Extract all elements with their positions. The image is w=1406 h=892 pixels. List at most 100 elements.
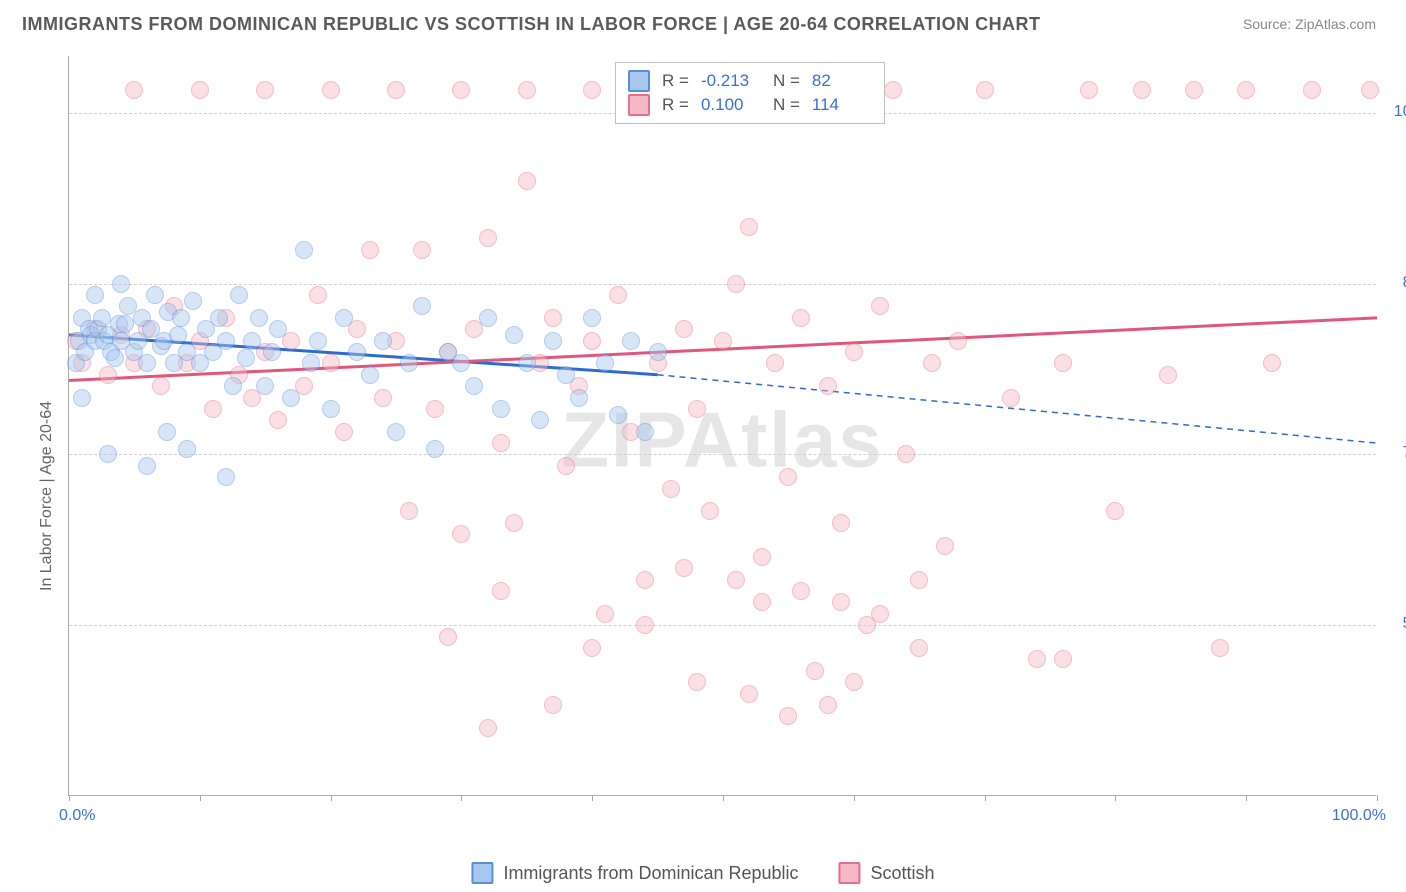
point-dominican — [544, 332, 562, 350]
point-dominican — [282, 389, 300, 407]
point-scottish — [884, 81, 902, 99]
legend-swatch — [839, 862, 861, 884]
x-tick-mark — [461, 795, 462, 801]
y-tick-label: 55.0% — [1388, 615, 1406, 633]
point-scottish — [492, 582, 510, 600]
point-scottish — [792, 309, 810, 327]
x-tick-mark — [1246, 795, 1247, 801]
point-scottish — [309, 286, 327, 304]
x-tick-label: 0.0% — [59, 807, 95, 825]
point-scottish — [1080, 81, 1098, 99]
point-scottish — [675, 320, 693, 338]
point-scottish — [949, 332, 967, 350]
point-dominican — [250, 309, 268, 327]
point-scottish — [439, 628, 457, 646]
chart-source: Source: ZipAtlas.com — [1243, 16, 1376, 32]
point-scottish — [125, 81, 143, 99]
point-dominican — [335, 309, 353, 327]
point-dominican — [93, 309, 111, 327]
point-scottish — [1159, 366, 1177, 384]
point-dominican — [210, 309, 228, 327]
point-scottish — [845, 343, 863, 361]
point-scottish — [400, 502, 418, 520]
point-dominican — [256, 377, 274, 395]
x-tick-mark — [331, 795, 332, 801]
legend-swatch — [471, 862, 493, 884]
point-scottish — [1002, 389, 1020, 407]
point-dominican — [583, 309, 601, 327]
point-scottish — [426, 400, 444, 418]
point-scottish — [1133, 81, 1151, 99]
point-scottish — [322, 354, 340, 372]
point-scottish — [753, 548, 771, 566]
point-dominican — [348, 343, 366, 361]
point-scottish — [191, 81, 209, 99]
legend-r-value: -0.213 — [701, 69, 761, 93]
point-scottish — [714, 332, 732, 350]
point-scottish — [675, 559, 693, 577]
point-dominican — [217, 332, 235, 350]
legend-swatch — [628, 94, 650, 116]
point-dominican — [263, 343, 281, 361]
point-scottish — [688, 673, 706, 691]
point-dominican — [302, 354, 320, 372]
watermark-text: ZIPAtlas — [561, 395, 883, 486]
point-scottish — [727, 571, 745, 589]
point-scottish — [1185, 81, 1203, 99]
point-scottish — [766, 354, 784, 372]
point-scottish — [479, 229, 497, 247]
point-scottish — [335, 423, 353, 441]
point-scottish — [740, 685, 758, 703]
point-dominican — [570, 389, 588, 407]
point-dominican — [413, 297, 431, 315]
point-scottish — [256, 81, 274, 99]
point-dominican — [224, 377, 242, 395]
point-scottish — [832, 514, 850, 532]
x-tick-mark — [985, 795, 986, 801]
point-dominican — [237, 349, 255, 367]
point-dominican — [426, 440, 444, 458]
point-dominican — [158, 423, 176, 441]
x-tick-mark — [592, 795, 593, 801]
point-dominican — [531, 411, 549, 429]
point-scottish — [505, 514, 523, 532]
x-tick-mark — [723, 795, 724, 801]
point-dominican — [649, 343, 667, 361]
point-dominican — [518, 354, 536, 372]
legend-stats: R =-0.213N =82R =0.100N =114 — [615, 62, 885, 124]
x-tick-mark — [200, 795, 201, 801]
point-dominican — [400, 354, 418, 372]
point-scottish — [845, 673, 863, 691]
point-scottish — [374, 389, 392, 407]
point-dominican — [178, 440, 196, 458]
point-dominican — [622, 332, 640, 350]
point-scottish — [688, 400, 706, 418]
point-scottish — [1237, 81, 1255, 99]
legend-n-label: N = — [769, 69, 804, 93]
legend-item: Scottish — [839, 862, 935, 884]
point-scottish — [413, 241, 431, 259]
point-scottish — [479, 719, 497, 737]
point-dominican — [322, 400, 340, 418]
point-scottish — [1028, 650, 1046, 668]
x-tick-mark — [1115, 795, 1116, 801]
point-scottish — [1106, 502, 1124, 520]
point-scottish — [1054, 650, 1072, 668]
point-scottish — [1303, 81, 1321, 99]
point-dominican — [596, 354, 614, 372]
point-scottish — [779, 468, 797, 486]
legend-bottom: Immigrants from Dominican RepublicScotti… — [471, 862, 934, 884]
point-scottish — [518, 81, 536, 99]
point-scottish — [910, 571, 928, 589]
point-dominican — [557, 366, 575, 384]
point-scottish — [452, 525, 470, 543]
point-scottish — [753, 593, 771, 611]
chart-title: IMMIGRANTS FROM DOMINICAN REPUBLIC VS SC… — [22, 14, 1041, 35]
y-tick-label: 85.0% — [1388, 274, 1406, 292]
point-scottish — [871, 605, 889, 623]
legend-r-label: R = — [658, 69, 693, 93]
y-axis-label: In Labor Force | Age 20-64 — [38, 401, 56, 591]
point-dominican — [243, 332, 261, 350]
point-scottish — [832, 593, 850, 611]
point-dominican — [230, 286, 248, 304]
